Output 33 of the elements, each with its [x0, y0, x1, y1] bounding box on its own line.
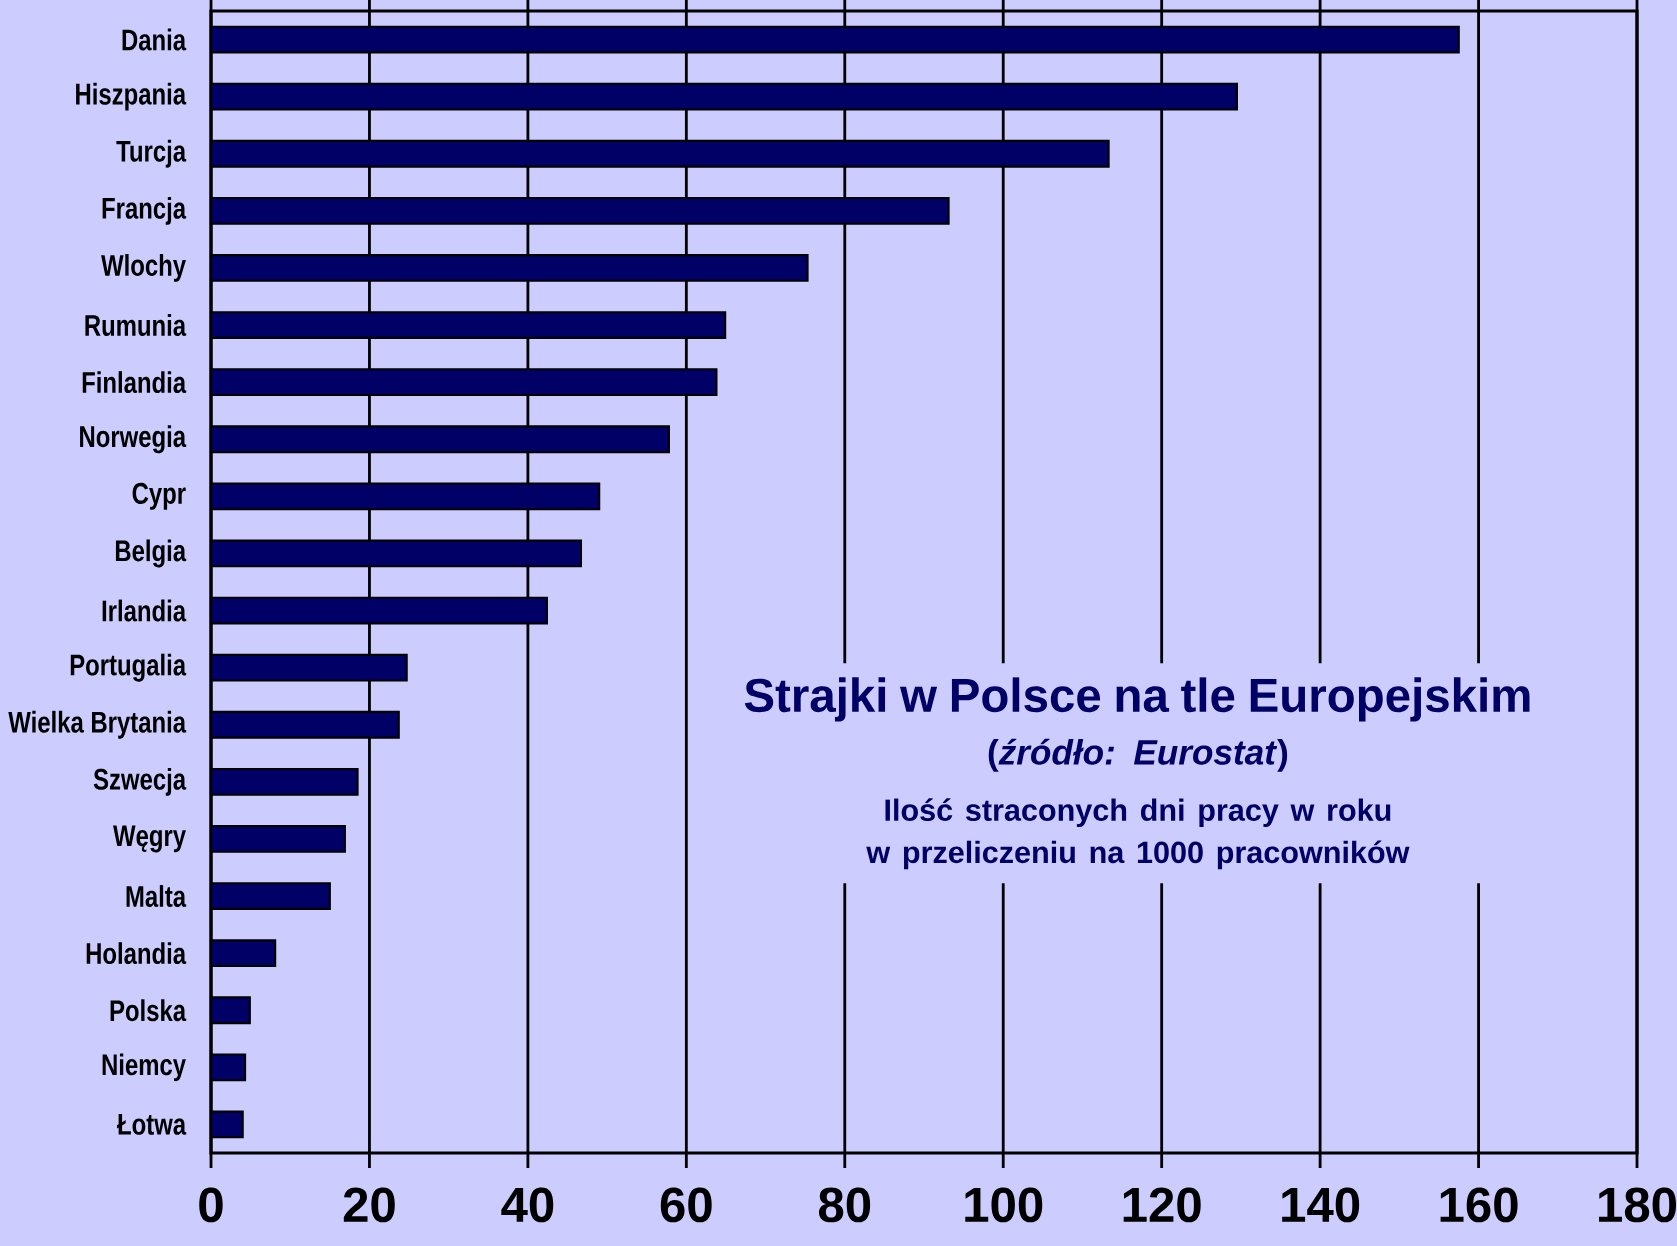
- y-tick-label: Finlandia: [82, 371, 187, 394]
- y-tick-label: Dania: [122, 28, 187, 51]
- x-tick-label: 140: [1282, 1187, 1360, 1223]
- y-tick-label: Belgia: [115, 539, 187, 568]
- y-tick-label: Niemcy: [102, 1053, 186, 1082]
- x-tick-label: 80: [818, 1187, 871, 1223]
- y-tick-label: Węgry: [113, 825, 186, 853]
- y-tick-label: Szwecja: [93, 767, 187, 796]
- text: Strajki w Polsce na tle Europejskim: [744, 677, 1530, 722]
- text: (źródło: Eurostat): [988, 738, 1288, 772]
- y-tick-label: Hiszpania: [76, 82, 187, 111]
- y-tick-label: Turcja: [116, 139, 187, 168]
- y-tick-label: Portugalia: [70, 653, 187, 682]
- y-tick-label: Łotwa: [117, 1114, 187, 1135]
- y-tick-label: Francja: [102, 196, 187, 225]
- y-tick-label: Wielka Brytania: [8, 710, 187, 739]
- y-tick-label: Malta: [126, 885, 187, 908]
- y-tick-label: Rumunia: [85, 314, 187, 337]
- y-tick-label: Irlandia: [102, 599, 187, 622]
- x-tick-label: 180: [1599, 1187, 1677, 1223]
- x-tick-label: 20: [343, 1187, 395, 1223]
- y-tick-label: Norwegia: [80, 425, 187, 454]
- x-tick-label: 100: [965, 1187, 1043, 1223]
- x-tick-label: 160: [1440, 1187, 1518, 1223]
- x-tick-label: 0: [199, 1187, 223, 1223]
- x-tick-label: 60: [660, 1187, 712, 1223]
- x-tick-label: 120: [1123, 1187, 1201, 1223]
- y-tick-label: Wlochy: [101, 254, 186, 282]
- annotation: Ilość straconych dni pracy w roku w przeliczeniu na 1000 pracowników: [866, 798, 1410, 870]
- y-tick-label: Holandia: [86, 942, 187, 965]
- y-tick-label: Cypr: [132, 482, 186, 510]
- y-tick-label: Polska: [110, 999, 187, 1022]
- x-tick-label: 40: [501, 1187, 554, 1223]
